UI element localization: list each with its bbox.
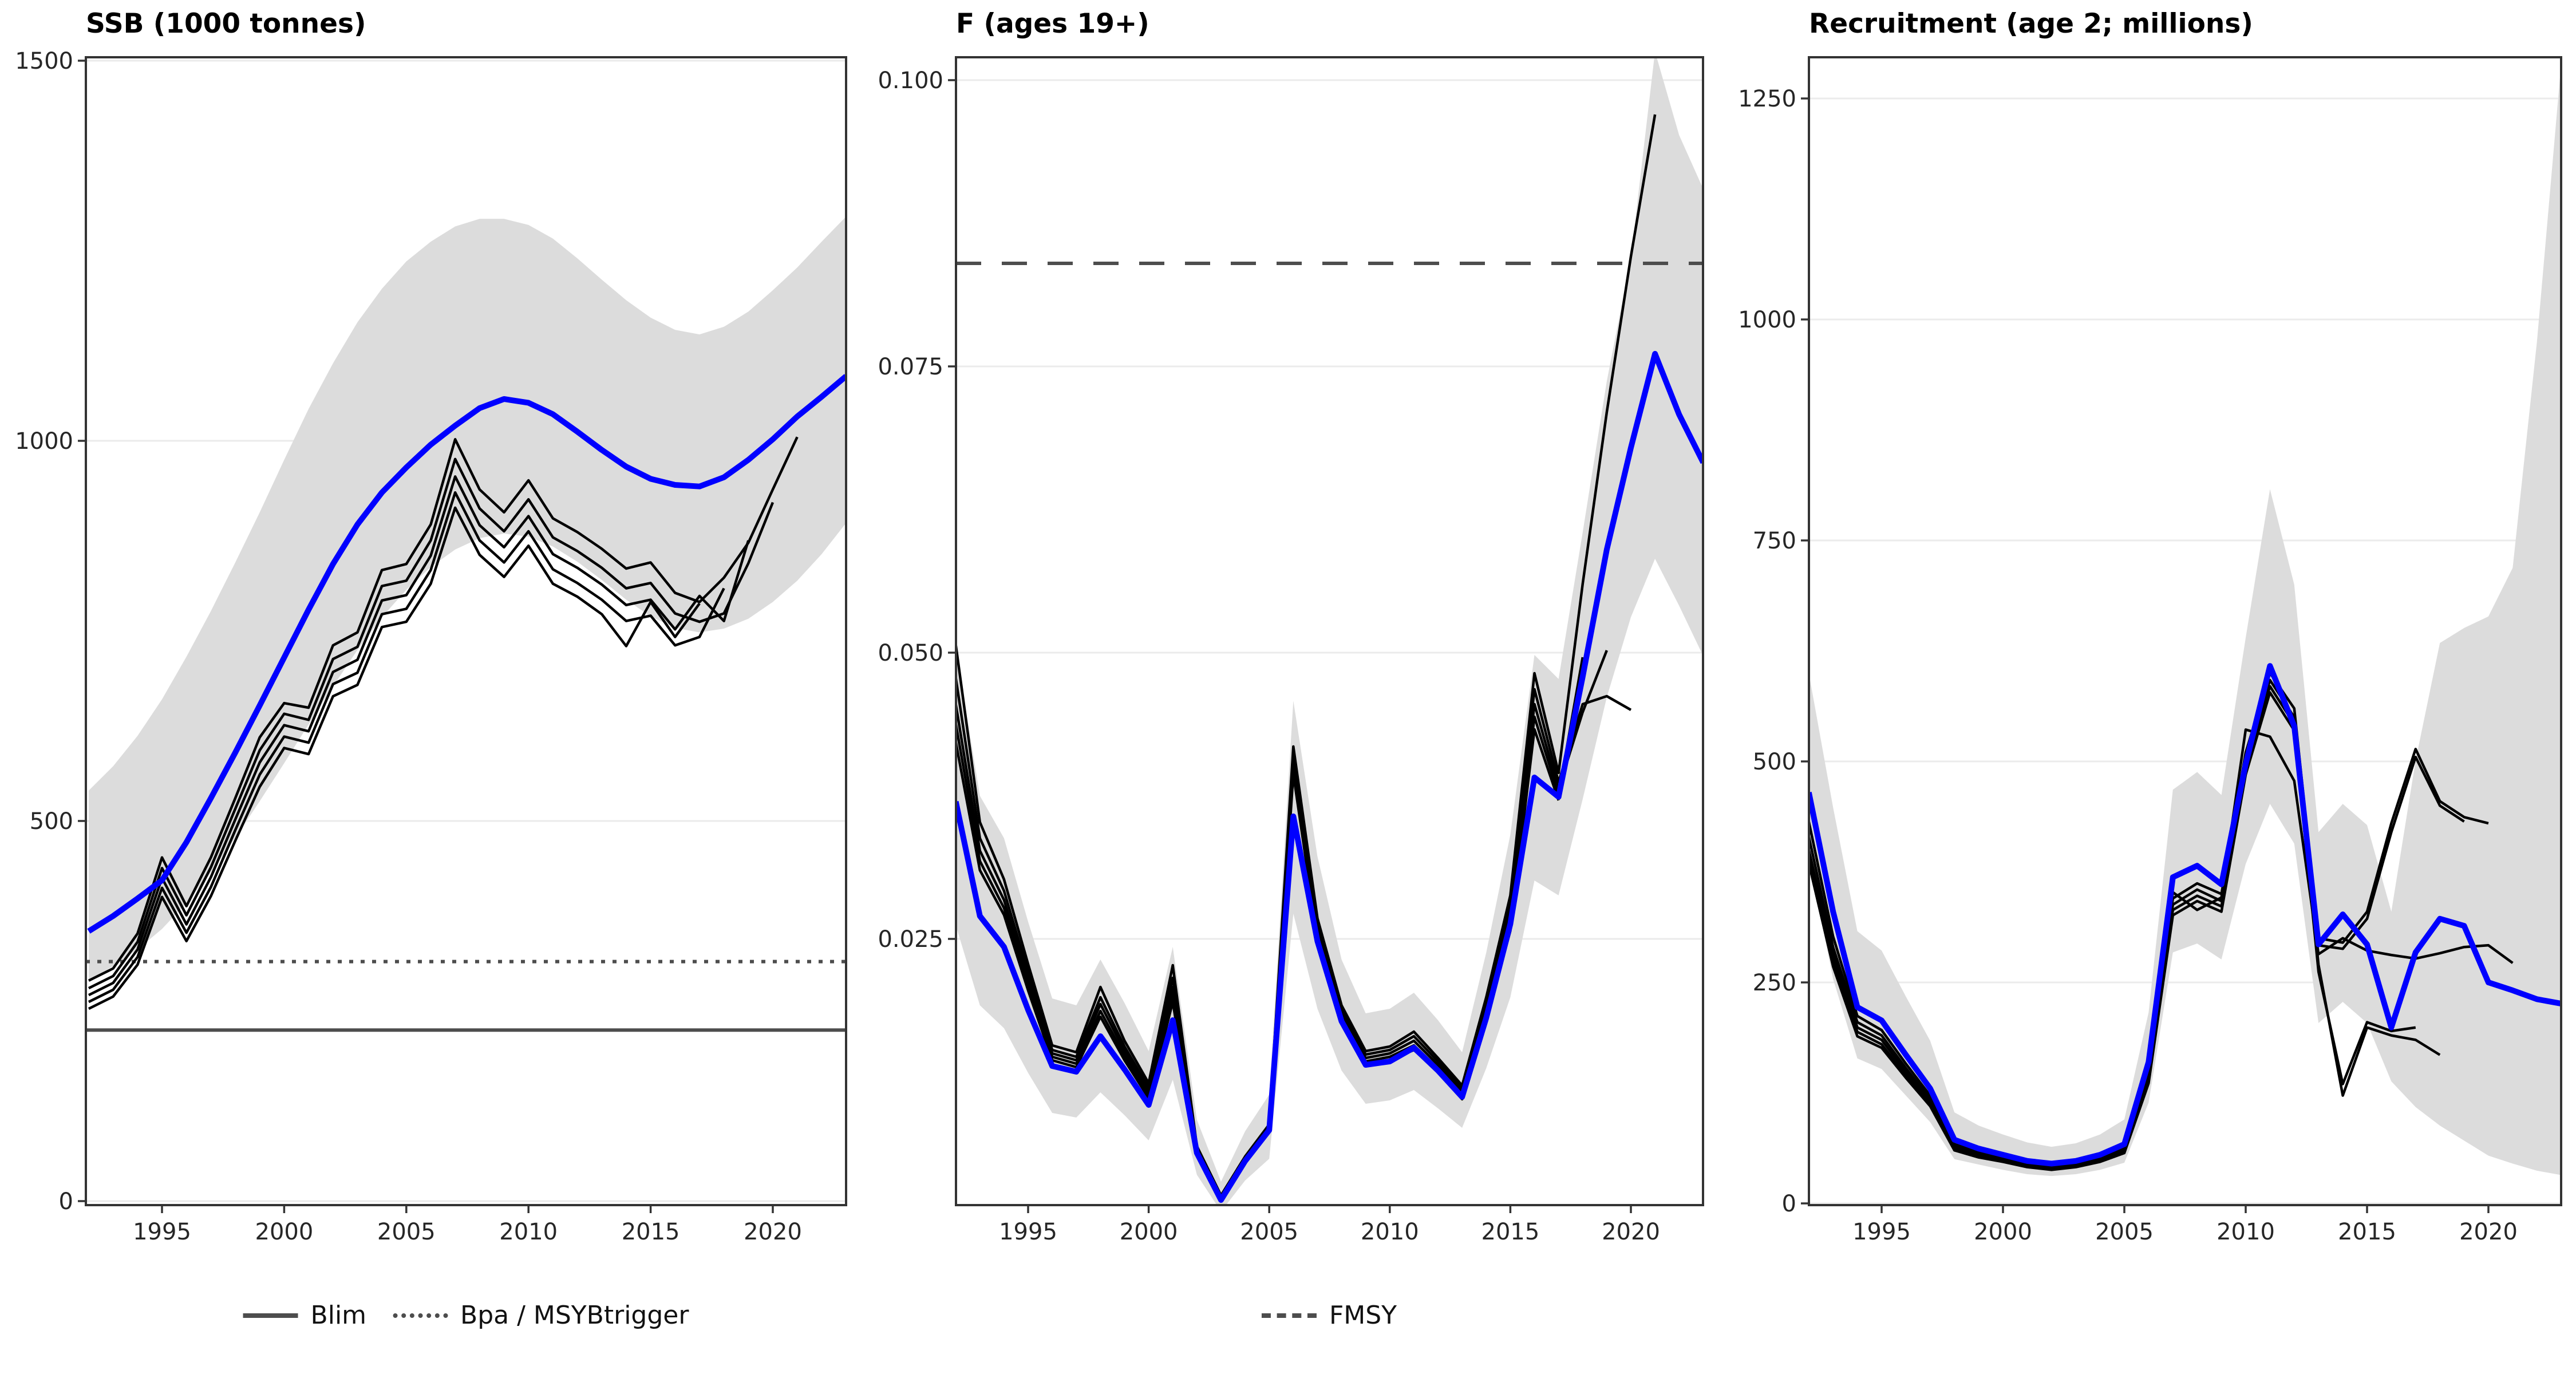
legend-item-blim: Blim — [243, 1301, 367, 1330]
recruitment-panel-border — [1808, 56, 2562, 1206]
f-y-tick-label: 0.050 — [878, 640, 943, 666]
blim-legend-label: Blim — [310, 1301, 367, 1330]
recruitment-x-tick-label: 2000 — [1974, 1219, 2032, 1245]
ssb-x-tick-label: 1995 — [133, 1219, 191, 1245]
f-x-tick-label: 2000 — [1120, 1219, 1178, 1245]
f-title: F (ages 19+) — [956, 8, 1149, 40]
f-y-tick-label: 0.100 — [878, 68, 943, 94]
ssb-legend: Blim Bpa / MSYBtrigger — [243, 1301, 689, 1330]
bpa-line-swatch-icon — [393, 1313, 448, 1318]
recruitment-y-tick-label: 1250 — [1738, 86, 1796, 112]
ssb-x-tick-label: 2020 — [744, 1219, 802, 1245]
bpa-legend-label: Bpa / MSYBtrigger — [460, 1301, 689, 1330]
recruitment-y-tick-label: 1000 — [1738, 307, 1796, 333]
recruitment-y-tick-label: 750 — [1753, 528, 1796, 554]
recruitment-title: Recruitment (age 2; millions) — [1809, 8, 2253, 40]
ssb-retro-line — [88, 491, 725, 1004]
ssb-x-tick-label: 2000 — [255, 1219, 314, 1245]
recruitment-x-tick-label: 2005 — [2095, 1219, 2154, 1245]
recruitment-y-tick-label: 500 — [1753, 749, 1796, 775]
fmsy-legend-label: FMSY — [1329, 1301, 1397, 1330]
recruitment-assessment-line — [1809, 663, 2561, 1167]
f-y-tick-label: 0.025 — [878, 926, 943, 953]
f-legend: FMSY — [1261, 1301, 1397, 1330]
f-x-tick-label: 2010 — [1361, 1219, 1419, 1245]
recruitment-plot-area — [1809, 64, 2561, 1176]
ssb-retro-line — [88, 457, 775, 990]
ssb-retro-line — [88, 475, 750, 997]
ssb-x-tick-label: 2005 — [377, 1219, 436, 1245]
ssb-panel-border — [85, 56, 847, 1206]
ssb-title: SSB (1000 tonnes) — [86, 8, 366, 40]
recruitment-x-tick-label: 2015 — [2338, 1219, 2396, 1245]
f-x-tick-label: 2020 — [1602, 1219, 1660, 1245]
recruitment-y-tick-label: 0 — [1782, 1191, 1796, 1217]
f-x-tick-label: 1995 — [999, 1219, 1057, 1245]
ssb-assessment-line — [87, 374, 846, 934]
ssb-confidence-band — [88, 216, 846, 981]
recruitment-x-tick-label: 1995 — [1852, 1219, 1911, 1245]
f-plot-area — [956, 57, 1703, 1205]
blim-line-swatch-icon — [243, 1313, 298, 1318]
ssb-panel: 1995 2000 2005 2010 2015 2020 0 500 1000 1500 — [15, 48, 847, 1245]
f-confidence-band — [956, 57, 1703, 1205]
f-y-tick-label: 0.075 — [878, 354, 943, 380]
ssb-y-tick-label: 0 — [59, 1189, 73, 1215]
f-panel: 1995 2000 2005 2010 2015 2020 0.025 0.050 0.075 0… — [878, 56, 1704, 1245]
ssb-x-tick-label: 2015 — [622, 1219, 680, 1245]
legend-item-bpa: Bpa / MSYBtrigger — [393, 1301, 689, 1330]
ssb-y-tick-label: 1000 — [15, 428, 73, 455]
fmsy-line-swatch-icon — [1261, 1313, 1317, 1318]
f-x-tick-label: 2015 — [1481, 1219, 1540, 1245]
ssb-retro-line — [88, 436, 799, 982]
legend-item-fmsy: FMSY — [1261, 1301, 1397, 1330]
ssb-x-tick-label: 2010 — [499, 1219, 558, 1245]
ssb-retro-line — [88, 506, 701, 1010]
recruitment-y-tick-label: 250 — [1753, 970, 1796, 996]
f-x-tick-label: 2005 — [1240, 1219, 1298, 1245]
f-assessment-line — [956, 351, 1703, 1203]
recruitment-x-tick-label: 2010 — [2217, 1219, 2275, 1245]
recruitment-x-tick-label: 2020 — [2459, 1219, 2518, 1245]
ssb-y-tick-label: 1500 — [15, 48, 73, 74]
ssb-y-tick-label: 500 — [30, 808, 73, 835]
f-panel-border — [955, 56, 1704, 1206]
recruitment-confidence-band — [1809, 64, 2561, 1176]
ssb-plot-area — [86, 216, 846, 1032]
recruitment-panel: 1995 2000 2005 2010 2015 2020 0 250 500 750 1000 12… — [1738, 56, 2562, 1245]
